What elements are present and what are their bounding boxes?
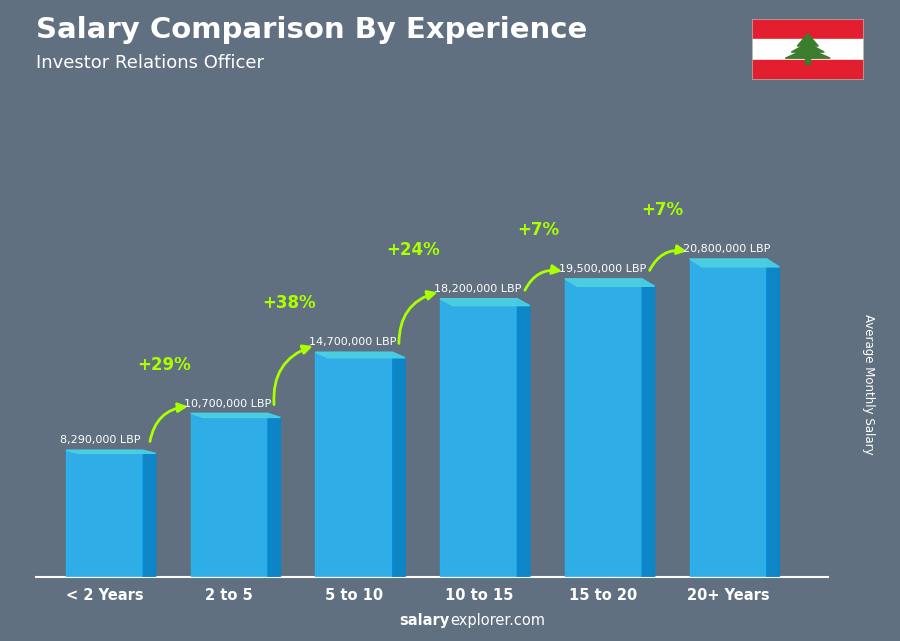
Text: +7%: +7% bbox=[517, 221, 559, 239]
Polygon shape bbox=[315, 352, 405, 358]
Polygon shape bbox=[191, 413, 281, 417]
Polygon shape bbox=[643, 279, 654, 577]
Bar bbox=[752, 60, 864, 80]
Bar bbox=[565, 279, 643, 577]
Bar bbox=[315, 352, 392, 577]
Text: salary: salary bbox=[400, 613, 450, 628]
Bar bbox=[440, 299, 517, 577]
Text: +29%: +29% bbox=[137, 356, 191, 374]
Text: 20,800,000 LBP: 20,800,000 LBP bbox=[683, 244, 770, 254]
Polygon shape bbox=[785, 48, 830, 58]
Polygon shape bbox=[689, 259, 779, 267]
Polygon shape bbox=[797, 34, 818, 46]
Bar bbox=[191, 413, 268, 577]
Bar bbox=[806, 58, 810, 63]
Polygon shape bbox=[440, 299, 530, 306]
Polygon shape bbox=[767, 259, 779, 577]
Text: 18,200,000 LBP: 18,200,000 LBP bbox=[434, 284, 521, 294]
Text: 8,290,000 LBP: 8,290,000 LBP bbox=[59, 435, 140, 445]
Text: Average Monthly Salary: Average Monthly Salary bbox=[862, 314, 875, 455]
Text: Investor Relations Officer: Investor Relations Officer bbox=[36, 54, 264, 72]
Polygon shape bbox=[791, 43, 824, 52]
Text: 14,700,000 LBP: 14,700,000 LBP bbox=[309, 337, 397, 347]
Bar bbox=[689, 259, 767, 577]
Polygon shape bbox=[143, 450, 156, 577]
Text: explorer.com: explorer.com bbox=[450, 613, 545, 628]
Polygon shape bbox=[268, 413, 281, 577]
Text: 19,500,000 LBP: 19,500,000 LBP bbox=[559, 264, 646, 274]
Polygon shape bbox=[518, 299, 530, 577]
Bar bbox=[752, 19, 864, 39]
Bar bbox=[66, 450, 143, 577]
Text: Salary Comparison By Experience: Salary Comparison By Experience bbox=[36, 16, 587, 44]
Polygon shape bbox=[66, 450, 156, 453]
Text: 10,700,000 LBP: 10,700,000 LBP bbox=[184, 399, 272, 408]
Polygon shape bbox=[392, 352, 405, 577]
Polygon shape bbox=[565, 279, 654, 287]
Text: +24%: +24% bbox=[386, 241, 440, 259]
Text: +7%: +7% bbox=[642, 201, 684, 219]
Bar bbox=[752, 39, 864, 60]
Text: +38%: +38% bbox=[262, 294, 315, 312]
